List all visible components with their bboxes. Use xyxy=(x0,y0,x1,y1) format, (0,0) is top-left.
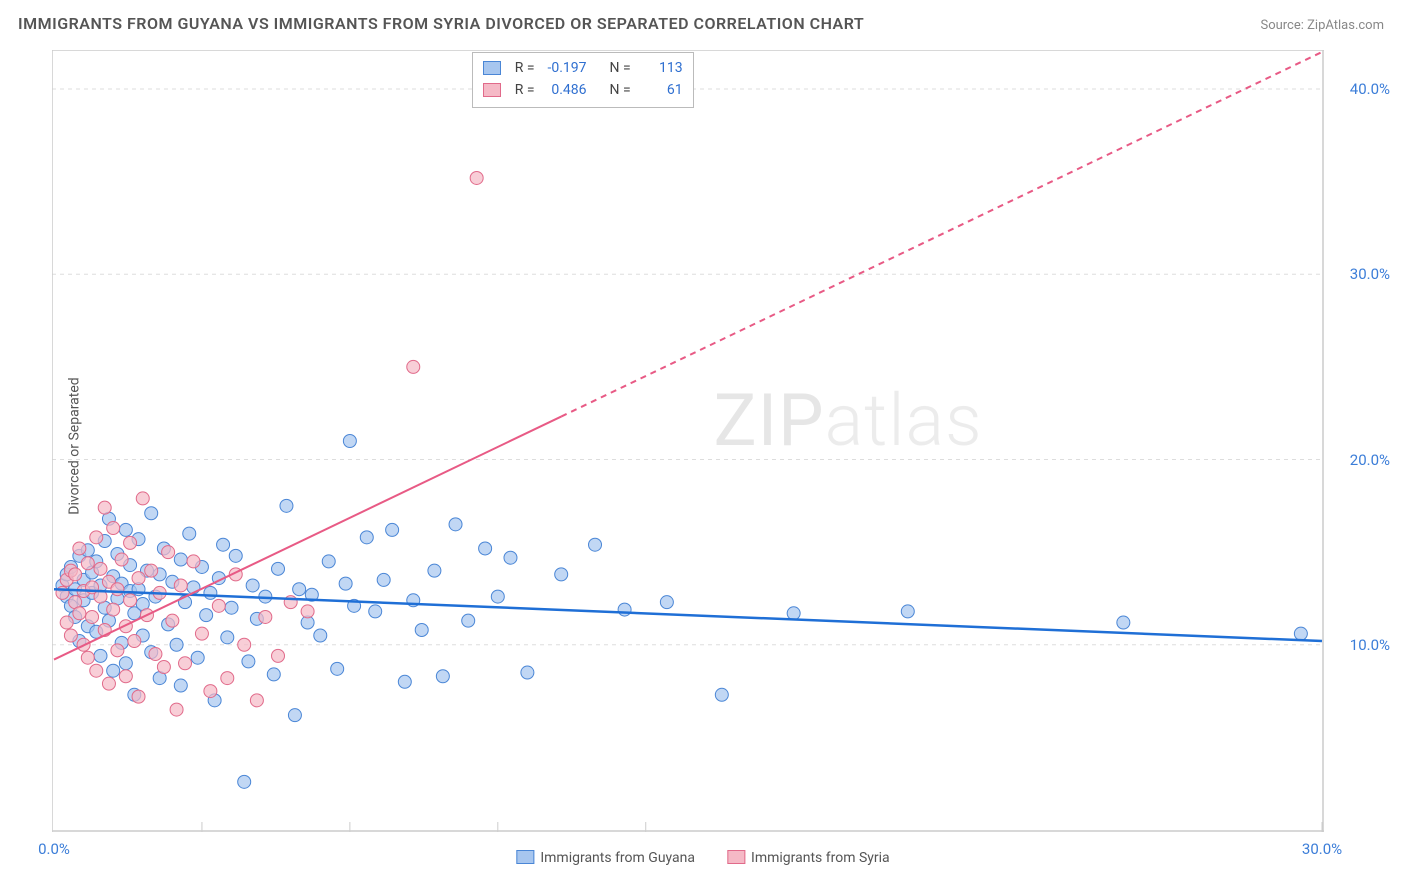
stats-row: R = 0.486 N = 61 xyxy=(483,79,683,101)
legend-item: Immigrants from Syria xyxy=(727,850,890,866)
n-value: 61 xyxy=(639,79,683,101)
n-label: N = xyxy=(610,79,631,101)
source-label: Source: ZipAtlas.com xyxy=(1260,18,1384,33)
stats-row: R = -0.197 N = 113 xyxy=(483,57,683,79)
swatch-icon xyxy=(727,850,745,864)
r-value: 0.486 xyxy=(543,79,587,101)
swatch-icon xyxy=(516,850,534,864)
n-value: 113 xyxy=(639,57,683,79)
n-label: N = xyxy=(610,57,631,79)
legend-item: Immigrants from Guyana xyxy=(516,850,695,866)
swatch-icon xyxy=(483,83,501,97)
x-tick-label: 0.0% xyxy=(38,840,70,858)
y-tick-label: 40.0% xyxy=(1350,80,1390,98)
bottom-legend: Immigrants from Guyana Immigrants from Sy… xyxy=(516,850,889,866)
source-link[interactable]: ZipAtlas.com xyxy=(1307,18,1384,33)
r-value: -0.197 xyxy=(543,57,587,79)
x-tick-label: 30.0% xyxy=(1302,840,1342,858)
source-prefix: Source: xyxy=(1260,18,1307,33)
y-tick-label: 30.0% xyxy=(1350,265,1390,283)
scatter-svg xyxy=(52,50,1324,832)
y-tick-label: 10.0% xyxy=(1350,636,1390,654)
swatch-icon xyxy=(483,61,501,75)
plot-area: ZIPatlas R =-0.197 N =113R =0.486 N =61 xyxy=(52,50,1324,832)
stats-legend-box: R = -0.197 N = 113 R = 0.486 N = 61 xyxy=(472,52,694,108)
y-tick-label: 20.0% xyxy=(1350,451,1390,469)
legend-label: Immigrants from Syria xyxy=(751,850,890,866)
r-label: R = xyxy=(515,57,535,79)
chart-title: IMMIGRANTS FROM GUYANA VS IMMIGRANTS FRO… xyxy=(18,14,864,33)
legend-label: Immigrants from Guyana xyxy=(540,850,695,866)
r-label: R = xyxy=(515,79,535,101)
